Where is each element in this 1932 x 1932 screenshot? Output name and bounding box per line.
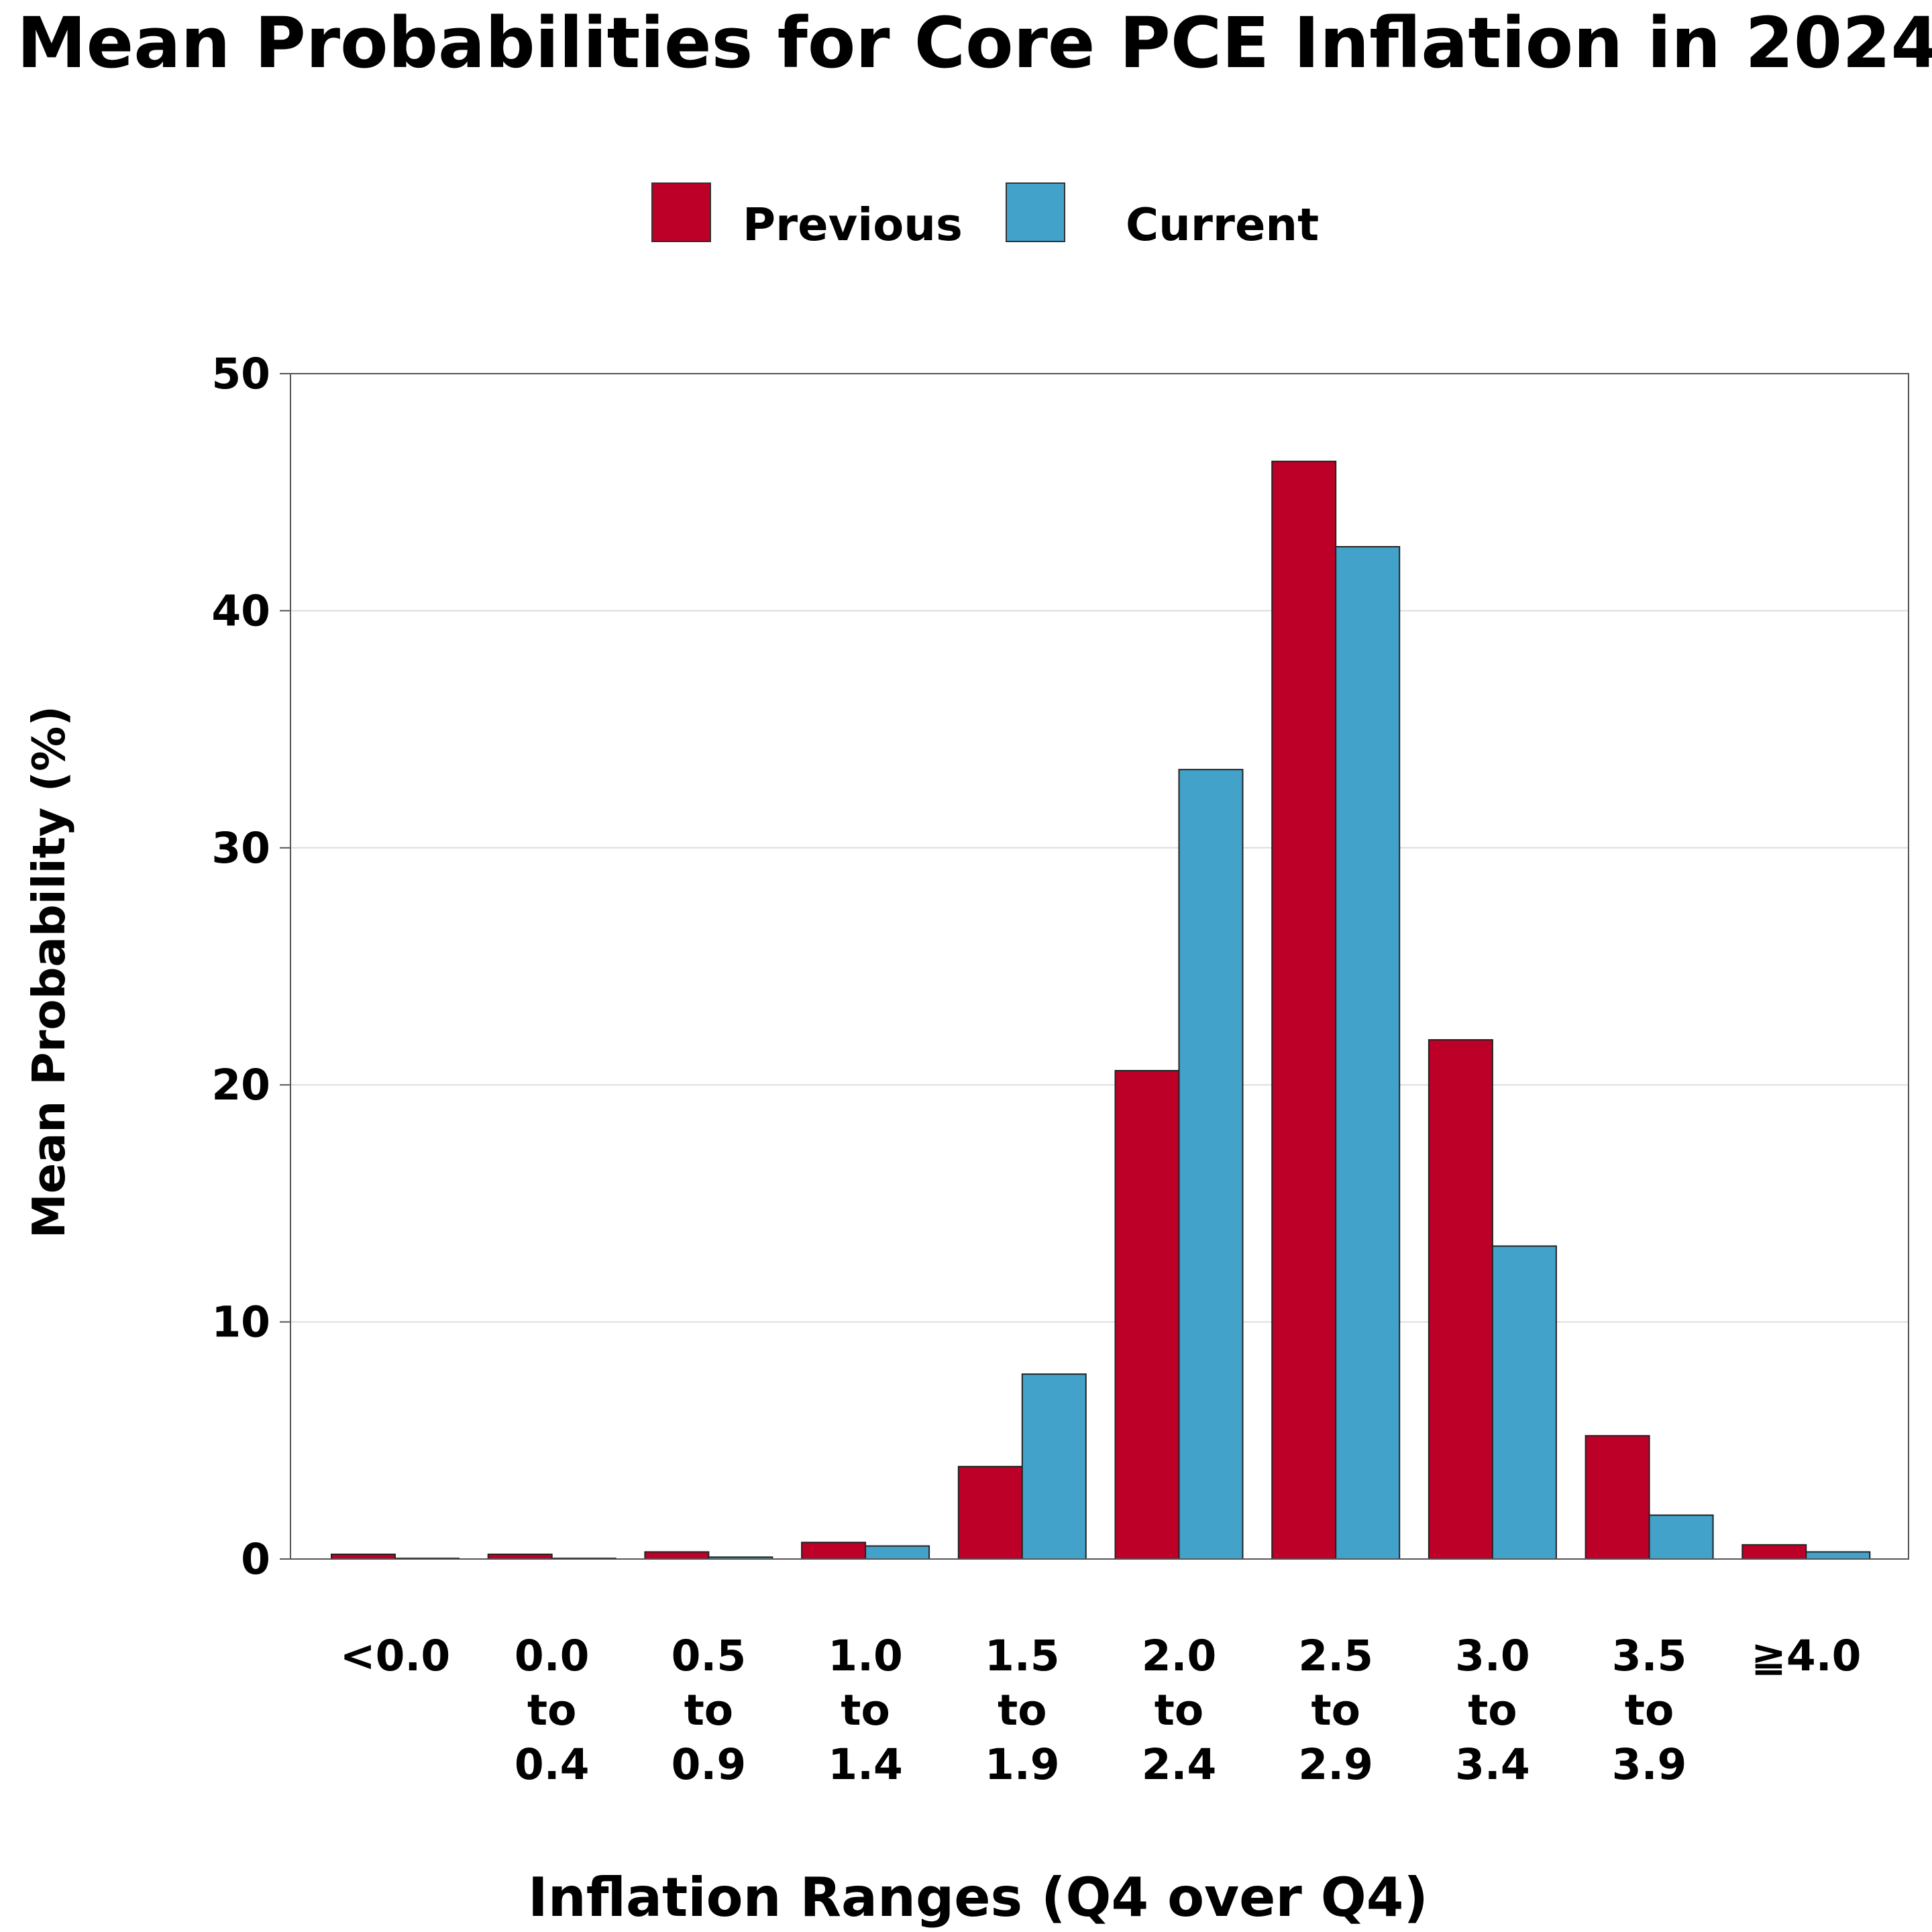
bar-previous	[957, 1466, 1023, 1560]
plot-frame	[290, 373, 1909, 1560]
bar-current	[1805, 1551, 1871, 1560]
x-tick-label: 2.5	[1298, 1631, 1373, 1680]
x-tick-label: 0.5	[672, 1631, 747, 1680]
y-tick-label: 50	[211, 350, 270, 398]
x-tick-label: <0.0	[340, 1631, 450, 1680]
bar-previous	[1585, 1435, 1650, 1560]
x-tick-label: 2.0	[1142, 1631, 1217, 1680]
x-tick-label: 2.4	[1142, 1740, 1217, 1789]
y-ticks: 0 10 20 30 40 50	[211, 350, 290, 1584]
bar-current	[865, 1545, 930, 1560]
x-tick-label: to	[998, 1686, 1046, 1735]
x-tick-label: to	[1625, 1686, 1674, 1735]
bar-previous	[644, 1551, 710, 1560]
y-tick-label: 40	[211, 586, 270, 635]
bar-previous	[331, 1553, 396, 1560]
legend-label-previous: Previous	[743, 199, 963, 251]
bar-current	[1335, 545, 1401, 1560]
x-tick-label: 2.9	[1298, 1740, 1373, 1789]
x-tick-label: to	[1155, 1686, 1203, 1735]
legend-label-current: Current	[1126, 199, 1319, 251]
x-tick-label: 1.4	[828, 1740, 903, 1789]
x-tick-label: 1.0	[828, 1631, 903, 1680]
x-tick-label: 3.5	[1612, 1631, 1687, 1680]
x-tick-label: 1.9	[985, 1740, 1060, 1789]
x-tick-label: 3.0	[1455, 1631, 1530, 1680]
x-tick-label: 0.4	[515, 1740, 590, 1789]
x-tick-label: to	[527, 1686, 576, 1735]
bar-current	[1178, 769, 1244, 1560]
bar-current	[1021, 1373, 1087, 1560]
x-tick-label: to	[841, 1686, 890, 1735]
bar-previous	[1428, 1039, 1493, 1560]
y-axis-title: Mean Probability (%)	[23, 706, 75, 1238]
x-tick-label: 3.9	[1612, 1740, 1687, 1789]
y-tick-label: 30	[211, 824, 270, 873]
bar-previous	[1114, 1069, 1180, 1560]
x-axis-title: Inflation Ranges (Q4 over Q4)	[528, 1866, 1428, 1929]
x-tick-label: 3.4	[1455, 1740, 1530, 1789]
bar-current	[1491, 1245, 1557, 1560]
legend: Previous Current	[651, 182, 1319, 251]
gridlines	[290, 610, 1909, 1323]
x-tick-label: to	[684, 1686, 733, 1735]
bar-current	[1648, 1514, 1714, 1560]
bar-previous	[801, 1542, 867, 1560]
y-tick-label: 20	[211, 1061, 270, 1110]
bar-previous	[1271, 460, 1337, 1560]
bar-previous	[1741, 1544, 1807, 1560]
legend-swatch-previous	[651, 182, 711, 242]
y-tick-label: 0	[241, 1535, 270, 1584]
x-tick-label: to	[1468, 1686, 1517, 1735]
x-tick-label: 0.0	[515, 1631, 590, 1680]
bars	[331, 460, 1871, 1560]
bar-previous	[487, 1553, 553, 1560]
x-tick-label: ≧4.0	[1751, 1631, 1861, 1680]
x-tick-label: 1.5	[985, 1631, 1060, 1680]
x-tick-label: 0.9	[672, 1740, 747, 1789]
chart-title: Mean Probabilities for Core PCE Inflatio…	[17, 2, 1932, 84]
x-ticks: <0.0 0.0 to 0.4 0.5 to 0.9 1.0 to 1.4 1.5 to 1.9 2.0 t…	[340, 1631, 1862, 1789]
x-tick-label: to	[1311, 1686, 1360, 1735]
legend-swatch-current	[1006, 182, 1065, 242]
y-tick-label: 10	[211, 1298, 270, 1347]
